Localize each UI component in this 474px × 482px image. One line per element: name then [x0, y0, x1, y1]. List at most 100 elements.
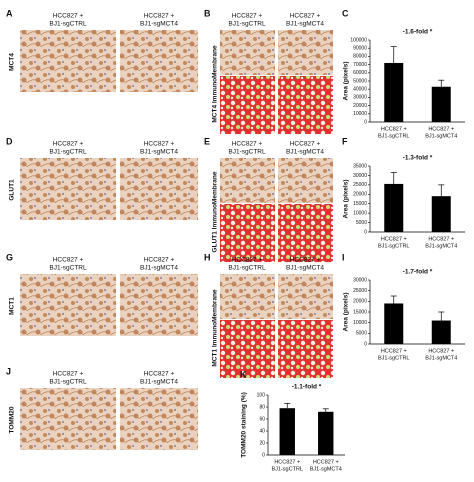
- panel-letter: K: [240, 369, 247, 379]
- y-tick-label: 60000: [353, 70, 367, 76]
- bar: [431, 86, 451, 122]
- micrograph: [278, 30, 333, 75]
- bar: [431, 320, 451, 344]
- y-axis-label: Area (pixels): [343, 61, 350, 100]
- x-tick-label: BJ1-sgMCT4: [425, 243, 457, 249]
- x-tick-label: BJ1-sgMCT4: [425, 133, 457, 139]
- y-tick-label: 20: [259, 440, 265, 446]
- chart-title: -1.3-fold *: [403, 155, 433, 162]
- stain-label: MCT4: [9, 53, 16, 71]
- bar: [431, 196, 451, 232]
- chart-title: -1.6-fold *: [403, 29, 433, 36]
- panel-letter: H: [204, 252, 211, 262]
- chart-title: -1.7-fold *: [403, 269, 433, 276]
- bar: [279, 408, 295, 455]
- y-axis-label: TOMM20 staining (%): [241, 392, 248, 458]
- image-header: BJ1-sgMCT4: [286, 21, 324, 28]
- image-header: HCC827 +: [144, 257, 175, 264]
- panel-label: MCT4 ImmunoMembrane: [212, 45, 219, 123]
- y-tick-label: 25000: [353, 288, 367, 294]
- immunomembrane-image: [220, 320, 275, 378]
- y-tick-label: 30000: [353, 277, 367, 283]
- panel-letter: A: [6, 8, 13, 18]
- x-tick-label: BJ1-sgMCT4: [310, 466, 342, 472]
- x-tick-label: BJ1-sgCTRL: [378, 243, 409, 249]
- x-tick-label: BJ1-sgCTRL: [272, 466, 303, 472]
- image-header: BJ1-sgMCT4: [140, 149, 178, 156]
- micrograph: [20, 274, 116, 336]
- image-header: HCC827 +: [290, 13, 321, 20]
- micrograph: [120, 388, 198, 450]
- y-axis-label: Area (pixels): [343, 292, 350, 331]
- micrograph: [220, 158, 275, 203]
- immunomembrane-image: [278, 204, 333, 262]
- stain-label: GLUT1: [9, 179, 16, 201]
- image-header: HCC827 +: [232, 141, 263, 148]
- y-tick-label: 0: [262, 452, 265, 458]
- y-tick-label: 40000: [353, 87, 367, 93]
- y-tick-label: 20000: [353, 299, 367, 305]
- micrograph: [120, 274, 198, 336]
- y-tick-label: 50000: [353, 78, 367, 84]
- y-tick-label: 15000: [353, 309, 367, 315]
- bar: [384, 62, 404, 122]
- x-tick-label: HCC827 +: [381, 126, 407, 132]
- y-tick-label: 60: [259, 416, 265, 422]
- micrograph: [278, 274, 333, 319]
- image-header: HCC827 +: [53, 257, 84, 264]
- image-header: BJ1-sgMCT4: [140, 21, 178, 28]
- image-header: HCC827 +: [53, 141, 84, 148]
- y-tick-label: 5000: [356, 331, 367, 337]
- y-tick-label: 70000: [353, 62, 367, 68]
- image-header: BJ1-sgCTRL: [228, 21, 266, 28]
- image-header: BJ1-sgMCT4: [286, 149, 324, 156]
- y-tick-label: 100000: [350, 37, 367, 43]
- stain-label: TOMM20: [9, 406, 16, 433]
- x-tick-label: HCC827 +: [428, 348, 454, 354]
- y-tick-label: 10000: [353, 210, 367, 216]
- panel-letter: I: [342, 252, 345, 262]
- panel-letter: G: [6, 252, 13, 262]
- y-tick-label: 10000: [353, 320, 367, 326]
- panel-letter: F: [342, 136, 348, 146]
- image-header: HCC827 +: [232, 257, 263, 264]
- y-tick-label: 100: [257, 392, 266, 398]
- x-tick-label: HCC827 +: [313, 459, 339, 465]
- y-tick-label: 0: [364, 229, 367, 235]
- y-tick-label: 5000: [356, 220, 367, 226]
- panel-letter: J: [6, 366, 11, 376]
- x-tick-label: HCC827 +: [381, 236, 407, 242]
- immunomembrane-image: [220, 76, 275, 134]
- image-header: HCC827 +: [144, 13, 175, 20]
- micrograph: [20, 30, 116, 92]
- x-tick-label: BJ1-sgMCT4: [425, 355, 457, 361]
- x-tick-label: BJ1-sgCTRL: [378, 355, 409, 361]
- y-axis-label: Area (pixels): [343, 179, 350, 218]
- y-tick-label: 30000: [353, 173, 367, 179]
- image-header: HCC827 +: [232, 13, 263, 20]
- panel-letter: D: [6, 136, 13, 146]
- image-header: BJ1-sgCTRL: [49, 265, 87, 272]
- y-tick-label: 80: [259, 404, 265, 410]
- image-header: HCC827 +: [144, 141, 175, 148]
- micrograph: [220, 274, 275, 319]
- y-tick-label: 10000: [353, 111, 367, 117]
- panel-letter: E: [204, 136, 210, 146]
- y-tick-label: 90000: [353, 46, 367, 52]
- micrograph: [120, 158, 198, 220]
- image-header: HCC827 +: [290, 141, 321, 148]
- image-header: BJ1-sgMCT4: [140, 265, 178, 272]
- image-header: BJ1-sgCTRL: [228, 265, 266, 272]
- chart-title: -1.1-fold *: [292, 384, 322, 391]
- bar: [318, 411, 334, 455]
- image-header: BJ1-sgCTRL: [49, 379, 87, 386]
- y-tick-label: 20000: [353, 103, 367, 109]
- x-tick-label: HCC827 +: [381, 348, 407, 354]
- bar: [384, 183, 404, 232]
- y-tick-label: 30000: [353, 95, 367, 101]
- micrograph: [20, 388, 116, 450]
- image-header: HCC827 +: [53, 371, 84, 378]
- y-tick-label: 0: [364, 341, 367, 347]
- micrograph: [120, 30, 198, 92]
